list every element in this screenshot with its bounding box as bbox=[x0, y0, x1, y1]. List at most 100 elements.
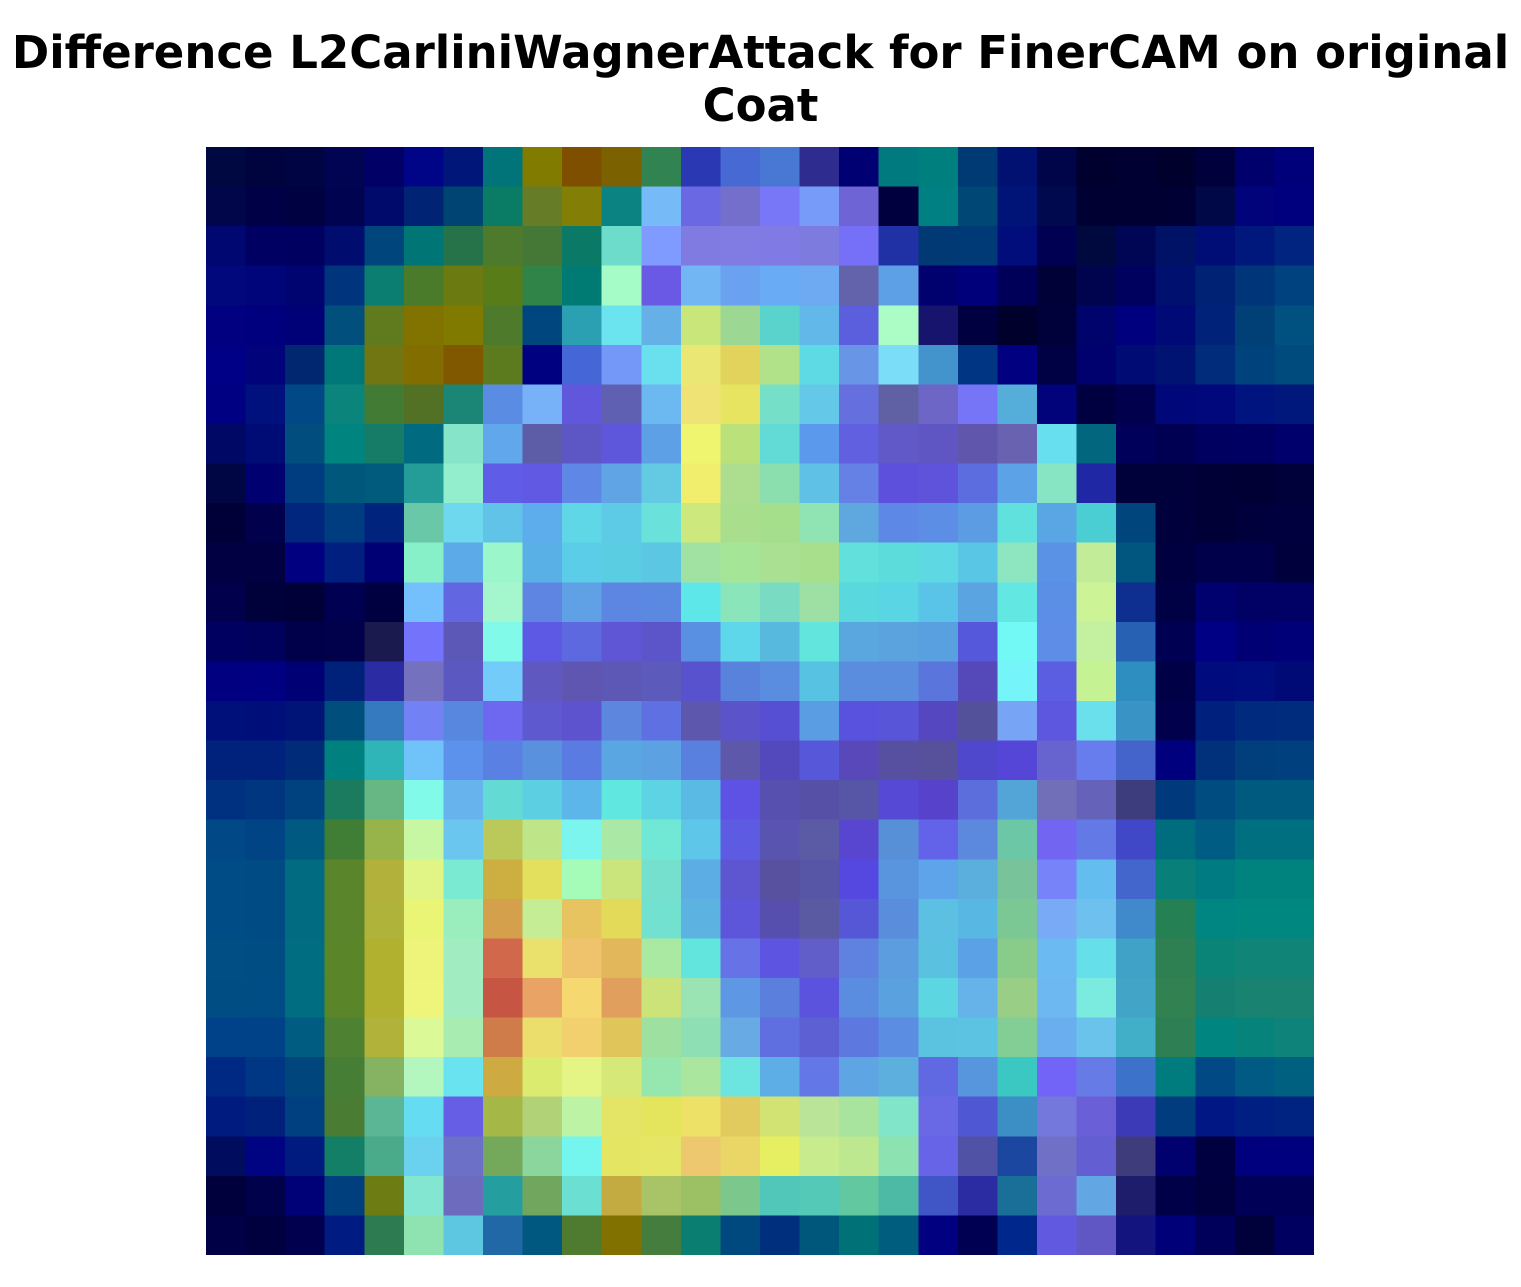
heatmap-cell-r19-c7 bbox=[483, 898, 524, 940]
heatmap-cell-r24-c1 bbox=[245, 1096, 286, 1137]
heatmap-cell-r17-c14 bbox=[760, 819, 801, 860]
heatmap-cell-r27-c3 bbox=[324, 1215, 365, 1255]
heatmap-cell-r21-c12 bbox=[680, 978, 722, 1019]
heatmap-cell-r0-c27 bbox=[1274, 147, 1314, 188]
heatmap-cell-r18-c9 bbox=[562, 859, 603, 900]
heatmap-cell-r27-c17 bbox=[878, 1215, 919, 1255]
heatmap-cell-r0-c8 bbox=[522, 147, 563, 188]
heatmap-cell-r3-c7 bbox=[483, 265, 524, 306]
heatmap-cell-r22-c27 bbox=[1274, 1017, 1314, 1058]
heatmap-cell-r21-c19 bbox=[957, 978, 999, 1019]
heatmap-cell-r16-c25 bbox=[1195, 780, 1236, 821]
heatmap-cell-r10-c5 bbox=[403, 542, 445, 583]
heatmap-cell-r22-c9 bbox=[562, 1017, 603, 1058]
heatmap-cell-r0-c15 bbox=[799, 147, 840, 188]
heatmap-cell-r9-c27 bbox=[1274, 503, 1314, 544]
heatmap-cell-r17-c4 bbox=[364, 819, 405, 860]
heatmap-cell-r21-c20 bbox=[997, 978, 1038, 1019]
heatmap-cell-r25-c14 bbox=[760, 1136, 801, 1177]
heatmap-cell-r0-c9 bbox=[562, 147, 603, 188]
heatmap-cell-r6-c20 bbox=[997, 384, 1038, 425]
heatmap-cell-r0-c1 bbox=[245, 147, 286, 188]
heatmap-cell-r0-c16 bbox=[839, 147, 880, 188]
heatmap-cell-r1-c14 bbox=[760, 186, 801, 227]
heatmap-cell-r8-c6 bbox=[443, 463, 484, 504]
heatmap-cell-r9-c25 bbox=[1195, 503, 1236, 544]
heatmap-cell-r15-c3 bbox=[324, 740, 365, 781]
heatmap-cell-r14-c26 bbox=[1234, 701, 1276, 742]
heatmap-cell-r22-c10 bbox=[601, 1017, 642, 1058]
heatmap-cell-r13-c7 bbox=[483, 661, 524, 702]
heatmap-cell-r15-c12 bbox=[680, 740, 722, 781]
heatmap-cell-r4-c2 bbox=[285, 305, 326, 346]
heatmap-cell-r8-c12 bbox=[680, 463, 722, 504]
heatmap-cell-r27-c26 bbox=[1234, 1215, 1276, 1255]
heatmap-cell-r8-c14 bbox=[760, 463, 801, 504]
heatmap-cell-r6-c14 bbox=[760, 384, 801, 425]
heatmap-cell-r3-c17 bbox=[878, 265, 919, 306]
heatmap-cell-r12-c11 bbox=[641, 621, 682, 663]
heatmap-cell-r17-c27 bbox=[1274, 819, 1314, 860]
heatmap-cell-r6-c13 bbox=[720, 384, 761, 425]
heatmap-cell-r15-c8 bbox=[522, 740, 563, 781]
heatmap-cell-r16-c17 bbox=[878, 780, 919, 821]
heatmap-cell-r13-c8 bbox=[522, 661, 563, 702]
heatmap-cell-r0-c24 bbox=[1155, 147, 1196, 188]
heatmap-cell-r19-c17 bbox=[878, 898, 919, 940]
chart-title-line-2: Coat bbox=[702, 79, 819, 132]
heatmap-cell-r19-c25 bbox=[1195, 898, 1236, 940]
heatmap-cell-r9-c6 bbox=[443, 503, 484, 544]
heatmap-cell-r14-c3 bbox=[324, 701, 365, 742]
heatmap-cell-r17-c2 bbox=[285, 819, 326, 860]
heatmap-cell-r17-c9 bbox=[562, 819, 603, 860]
heatmap-cell-r15-c11 bbox=[641, 740, 682, 781]
heatmap-cell-r17-c25 bbox=[1195, 819, 1236, 860]
heatmap-cell-r1-c6 bbox=[443, 186, 484, 227]
heatmap-cell-r0-c14 bbox=[760, 147, 801, 188]
heatmap-cell-r9-c5 bbox=[403, 503, 445, 544]
heatmap-cell-r5-c24 bbox=[1155, 344, 1196, 386]
heatmap-cell-r3-c24 bbox=[1155, 265, 1196, 306]
heatmap-cell-r27-c8 bbox=[522, 1215, 563, 1255]
heatmap-cell-r1-c3 bbox=[324, 186, 365, 227]
heatmap-cell-r10-c4 bbox=[364, 542, 405, 583]
heatmap-cell-r0-c13 bbox=[720, 147, 761, 188]
heatmap-cell-r3-c23 bbox=[1116, 265, 1157, 306]
heatmap-cell-r10-c16 bbox=[839, 542, 880, 583]
heatmap-cell-r16-c19 bbox=[957, 780, 999, 821]
heatmap-cell-r4-c21 bbox=[1037, 305, 1078, 346]
heatmap-cell-r14-c12 bbox=[680, 701, 722, 742]
heatmap-cell-r0-c18 bbox=[918, 147, 959, 188]
heatmap-cell-r16-c15 bbox=[799, 780, 840, 821]
heatmap-cell-r25-c24 bbox=[1155, 1136, 1196, 1177]
heatmap-cell-r20-c17 bbox=[878, 938, 919, 979]
heatmap-cell-r24-c3 bbox=[324, 1096, 365, 1137]
heatmap-cell-r22-c4 bbox=[364, 1017, 405, 1058]
heatmap-cell-r3-c6 bbox=[443, 265, 484, 306]
heatmap-cell-r16-c11 bbox=[641, 780, 682, 821]
heatmap-cell-r24-c10 bbox=[601, 1096, 642, 1137]
heatmap-cell-r21-c24 bbox=[1155, 978, 1196, 1019]
heatmap-cell-r1-c5 bbox=[403, 186, 445, 227]
heatmap-cell-r11-c1 bbox=[245, 582, 286, 623]
heatmap-cell-r7-c7 bbox=[483, 424, 524, 465]
heatmap-cell-r16-c23 bbox=[1116, 780, 1157, 821]
heatmap-cell-r17-c26 bbox=[1234, 819, 1276, 860]
heatmap-cell-r1-c9 bbox=[562, 186, 603, 227]
heatmap-cell-r19-c23 bbox=[1116, 898, 1157, 940]
heatmap-cell-r21-c16 bbox=[839, 978, 880, 1019]
heatmap-cell-r27-c10 bbox=[601, 1215, 642, 1255]
heatmap-cell-r4-c4 bbox=[364, 305, 405, 346]
heatmap-cell-r21-c26 bbox=[1234, 978, 1276, 1019]
heatmap-cell-r10-c14 bbox=[760, 542, 801, 583]
heatmap-cell-r25-c10 bbox=[601, 1136, 642, 1177]
heatmap-cell-r12-c23 bbox=[1116, 621, 1157, 663]
heatmap-cell-r11-c26 bbox=[1234, 582, 1276, 623]
heatmap-cell-r5-c2 bbox=[285, 344, 326, 386]
heatmap-cell-r2-c12 bbox=[680, 226, 722, 267]
heatmap-cell-r12-c22 bbox=[1076, 621, 1117, 663]
heatmap-cell-r15-c22 bbox=[1076, 740, 1117, 781]
heatmap-cell-r24-c18 bbox=[918, 1096, 959, 1137]
heatmap-cell-r8-c16 bbox=[839, 463, 880, 504]
heatmap-cell-r21-c14 bbox=[760, 978, 801, 1019]
